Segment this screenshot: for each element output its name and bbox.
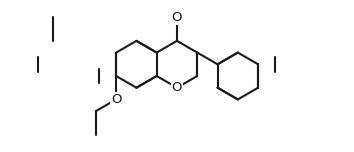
Text: O: O bbox=[172, 11, 182, 24]
Text: O: O bbox=[111, 93, 121, 106]
Text: O: O bbox=[172, 81, 182, 94]
